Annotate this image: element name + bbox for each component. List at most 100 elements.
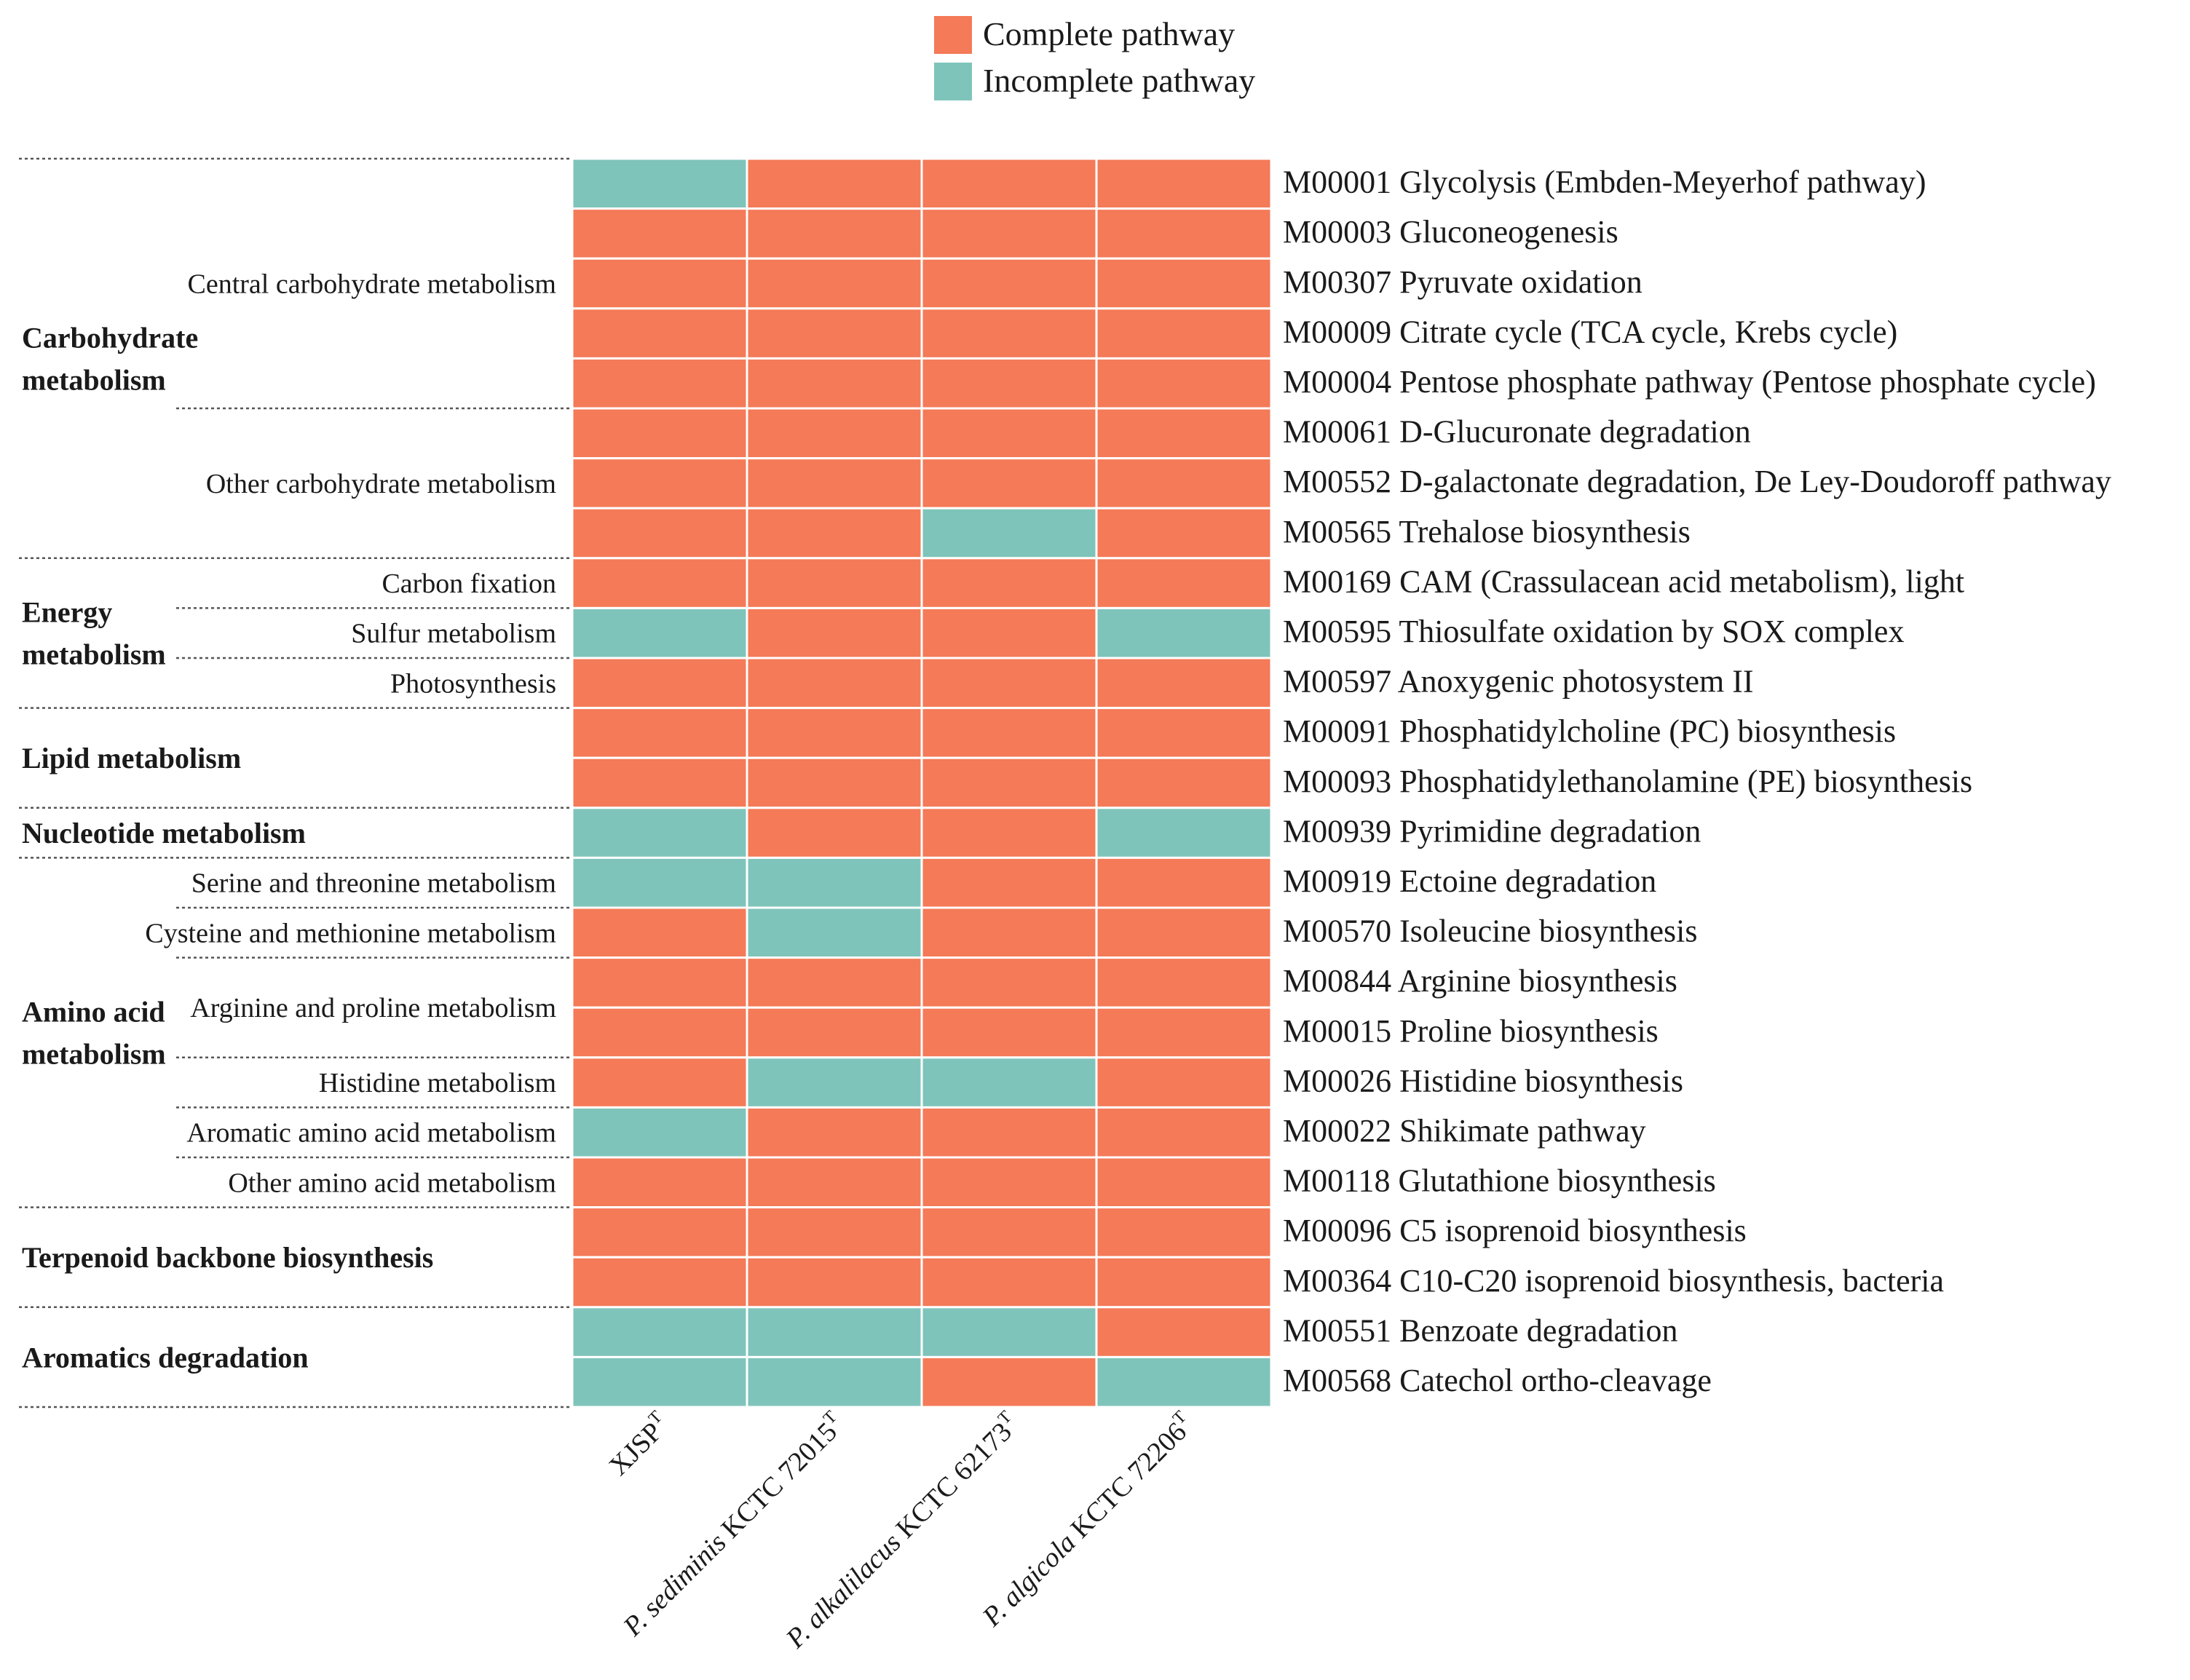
heatmap-cell xyxy=(920,906,1098,959)
legend: Complete pathway Incomplete pathway xyxy=(934,15,1255,100)
heatmap-cell xyxy=(920,257,1098,310)
legend-swatch-complete xyxy=(934,16,972,54)
heatmap-cell xyxy=(746,1056,923,1109)
heatmap-cell xyxy=(746,1156,923,1209)
heatmap-cell xyxy=(746,606,923,659)
heatmap-cell xyxy=(571,856,748,909)
category-label: metabolism xyxy=(22,363,166,396)
group-separators xyxy=(19,157,572,1408)
heatmap-cell xyxy=(1095,507,1273,560)
heatmap-cell xyxy=(571,1355,748,1408)
subcategory-label: Arginine and proline metabolism xyxy=(190,993,556,1023)
heatmap-cell xyxy=(920,1006,1098,1059)
module-label: M00552 D-galactonate degradation, De Ley… xyxy=(1283,464,2111,499)
module-label: M00919 Ectoine degradation xyxy=(1283,863,1656,899)
heatmap-cell xyxy=(920,507,1098,560)
module-label: M00118 Glutathione biosynthesis xyxy=(1283,1163,1716,1199)
heatmap-cell xyxy=(1095,956,1273,1009)
heatmap-cell xyxy=(920,707,1098,759)
heatmap-cell xyxy=(1095,657,1273,710)
heatmap-cell xyxy=(920,207,1098,260)
heatmap-cell xyxy=(920,457,1098,510)
module-label: M00169 CAM (Crassulacean acid metabolism… xyxy=(1283,563,1964,599)
heatmap-cell xyxy=(920,1056,1098,1109)
heatmap-cell xyxy=(1095,856,1273,909)
heatmap-cell xyxy=(571,1056,748,1109)
module-label: M00093 Phosphatidylethanolamine (PE) bio… xyxy=(1283,764,1972,799)
heatmap-cell xyxy=(1095,557,1273,609)
module-label: M00844 Arginine biosynthesis xyxy=(1283,963,1677,999)
category-label: metabolism xyxy=(22,638,166,671)
module-label: M00565 Trehalose biosynthesis xyxy=(1283,514,1691,550)
heatmap-cell xyxy=(920,1156,1098,1209)
heatmap-cell xyxy=(1095,807,1273,859)
heatmap-cell xyxy=(1095,707,1273,759)
heatmap-cell xyxy=(1095,407,1273,460)
category-label: Nucleotide metabolism xyxy=(22,817,306,849)
module-label: M00570 Isoleucine biosynthesis xyxy=(1283,914,1698,949)
heatmap-cell xyxy=(571,1256,748,1309)
heatmap-cell xyxy=(746,307,923,360)
subcategory-label: Histidine metabolism xyxy=(319,1068,556,1098)
category-label: Amino acid xyxy=(22,996,165,1029)
heatmap-cell xyxy=(920,357,1098,410)
heatmap-cell xyxy=(746,1106,923,1159)
heatmap-cell xyxy=(746,1206,923,1259)
module-label: M00568 Catechol ortho-cleavage xyxy=(1283,1363,1712,1398)
heatmap-cell xyxy=(920,956,1098,1009)
heatmap-cell xyxy=(1095,1056,1273,1109)
legend-swatch-incomplete xyxy=(934,63,972,100)
heatmap-cell xyxy=(1095,1355,1273,1408)
heatmap-cell xyxy=(746,1306,923,1358)
heatmap-cell xyxy=(746,956,923,1009)
legend-label-incomplete: Incomplete pathway xyxy=(983,62,1255,99)
heatmap-cell xyxy=(1095,906,1273,959)
module-label: M00091 Phosphatidylcholine (PC) biosynth… xyxy=(1283,713,1896,749)
module-label: M00015 Proline biosynthesis xyxy=(1283,1013,1659,1049)
heatmap-cell xyxy=(920,1306,1098,1358)
heatmap-cell xyxy=(746,407,923,460)
module-labels: M00001 Glycolysis (Embden-Meyerhof pathw… xyxy=(1283,165,2111,1398)
heatmap-cell xyxy=(571,956,748,1009)
heatmap-cell xyxy=(1095,1106,1273,1159)
heatmap-cell xyxy=(746,457,923,510)
subcategory-label: Other carbohydrate metabolism xyxy=(206,469,556,499)
heatmap-cell xyxy=(746,807,923,859)
heatmap-cell xyxy=(746,557,923,609)
category-label: Lipid metabolism xyxy=(22,742,241,774)
heatmap-cell xyxy=(746,157,923,210)
heatmap-cell xyxy=(1095,606,1273,659)
heatmap-cell xyxy=(571,1106,748,1159)
heatmap-cell xyxy=(746,906,923,959)
column-label: XJSPT xyxy=(601,1407,676,1481)
heatmap-cell xyxy=(746,1006,923,1059)
heatmap-cell xyxy=(920,557,1098,609)
module-label: M00061 D-Glucuronate degradation xyxy=(1283,414,1751,450)
category-label: Aromatics degradation xyxy=(22,1341,309,1374)
subcategory-labels: Central carbohydrate metabolism Other car… xyxy=(145,269,556,1199)
category-label: Energy xyxy=(22,596,112,629)
heatmap-cell xyxy=(920,1206,1098,1259)
heatmap-cell xyxy=(571,1006,748,1059)
subcategory-label: Aromatic amino acid metabolism xyxy=(186,1118,556,1149)
heatmap-cell xyxy=(1095,1006,1273,1059)
heatmap-cell xyxy=(571,707,748,759)
category-label: metabolism xyxy=(22,1038,166,1071)
heatmap-cell xyxy=(1095,157,1273,210)
subcategory-label: Cysteine and methionine metabolism xyxy=(145,918,556,948)
heatmap-cell xyxy=(920,1355,1098,1408)
heatmap-cell xyxy=(571,407,748,460)
heatmap-cell xyxy=(571,557,748,609)
heatmap-cell xyxy=(746,207,923,260)
module-label: M00026 Histidine biosynthesis xyxy=(1283,1063,1683,1098)
legend-label-complete: Complete pathway xyxy=(983,15,1235,52)
heatmap-cell xyxy=(571,807,748,859)
module-label: M00551 Benzoate degradation xyxy=(1283,1312,1678,1348)
heatmap-cell xyxy=(1095,1306,1273,1358)
heatmap-cell xyxy=(571,906,748,959)
subcategory-label: Sulfur metabolism xyxy=(351,619,556,649)
heatmap-cell xyxy=(571,756,748,809)
heatmap-cell xyxy=(571,606,748,659)
